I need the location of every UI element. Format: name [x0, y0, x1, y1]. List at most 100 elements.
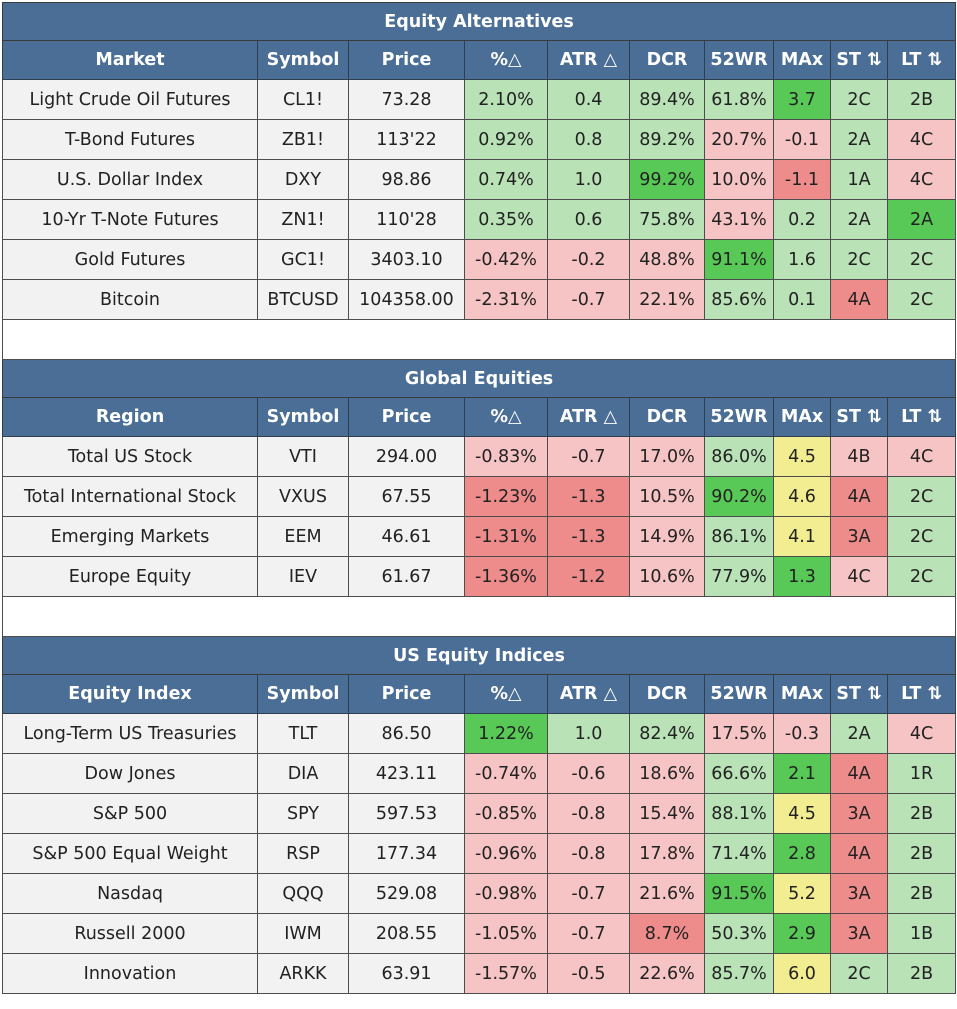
column-header-name: Market [2, 40, 258, 80]
cell-52wr: 43.1% [704, 199, 774, 240]
table-row: 10-Yr T-Note Futures ZN1! 110'28 0.35% 0.6 75… [2, 199, 957, 240]
cell-lt: 2B [886, 873, 957, 914]
table-row: Russell 2000 IWM 208.55 -1.05% -0.7 8.7% 50.3%… [2, 913, 957, 954]
section-title-row: US Equity Indices [1, 636, 957, 675]
cell-price: 61.67 [348, 556, 465, 597]
cell-name: Innovation [2, 953, 258, 994]
table-row: Long-Term US Treasuries TLT 86.50 1.22% 1.0 8… [2, 713, 957, 754]
cell-price: 86.50 [348, 713, 465, 754]
column-header-lt: LT ⇅ [886, 674, 957, 714]
cell-pct-change: -1.36% [464, 556, 548, 597]
cell-max: 0.2 [773, 199, 831, 240]
cell-max: 2.8 [773, 833, 831, 874]
column-header-symbol: Symbol [257, 397, 349, 437]
cell-pct-change: -0.42% [464, 239, 548, 280]
cell-52wr: 20.7% [704, 119, 774, 160]
cell-st: 4A [830, 279, 888, 320]
table-row: Nasdaq QQQ 529.08 -0.98% -0.7 21.6% 91.5% 5.2 3A… [2, 873, 957, 914]
cell-pct-change: 0.74% [464, 159, 548, 200]
cell-price: 529.08 [348, 873, 465, 914]
cell-name: Bitcoin [2, 279, 258, 320]
cell-52wr: 50.3% [704, 913, 774, 954]
cell-pct-change: -0.83% [464, 436, 548, 477]
cell-atr-change: 1.0 [547, 713, 630, 754]
column-header-name: Region [2, 397, 258, 437]
cell-52wr: 86.0% [704, 436, 774, 477]
table-row: Total US Stock VTI 294.00 -0.83% -0.7 17.0% 86… [2, 436, 957, 477]
cell-price: 3403.10 [348, 239, 465, 280]
column-header-price: Price [348, 40, 465, 80]
cell-atr-change: -0.7 [547, 436, 630, 477]
cell-symbol: GC1! [257, 239, 349, 280]
cell-max: -0.3 [773, 713, 831, 754]
column-header-52wr: 52WR [704, 40, 774, 80]
cell-max: 1.3 [773, 556, 831, 597]
column-header-dcr: DCR [629, 674, 705, 714]
cell-max: 1.6 [773, 239, 831, 280]
column-header-52wr: 52WR [704, 674, 774, 714]
cell-52wr: 61.8% [704, 79, 774, 120]
cell-st: 2C [830, 239, 888, 280]
column-header-atr-change: ATR △ [547, 674, 630, 714]
cell-pct-change: 2.10% [464, 79, 548, 120]
cell-atr-change: -0.8 [547, 793, 630, 834]
cell-st: 4A [830, 833, 888, 874]
cell-name: Russell 2000 [2, 913, 258, 954]
cell-atr-change: 0.8 [547, 119, 630, 160]
section-title: Equity Alternatives [1, 2, 957, 41]
cell-symbol: RSP [257, 833, 349, 874]
cell-52wr: 71.4% [704, 833, 774, 874]
column-header-symbol: Symbol [257, 40, 349, 80]
column-header-52wr: 52WR [704, 397, 774, 437]
cell-dcr: 17.0% [629, 436, 705, 477]
table-row: Dow Jones DIA 423.11 -0.74% -0.6 18.6% 66.6% 2.… [2, 753, 957, 794]
column-header-pct-change: %△ [464, 674, 548, 714]
cell-lt: 4C [886, 713, 957, 754]
column-header-max: MAx [773, 40, 831, 80]
cell-symbol: SPY [257, 793, 349, 834]
cell-dcr: 21.6% [629, 873, 705, 914]
cell-price: 67.55 [348, 476, 465, 517]
column-header-st: ST ⇅ [830, 40, 888, 80]
cell-52wr: 90.2% [704, 476, 774, 517]
cell-atr-change: -0.5 [547, 953, 630, 994]
cell-52wr: 91.5% [704, 873, 774, 914]
column-header-price: Price [348, 674, 465, 714]
cell-price: 208.55 [348, 913, 465, 954]
cell-atr-change: -0.2 [547, 239, 630, 280]
cell-lt: 2C [886, 516, 957, 557]
column-header-max: MAx [773, 674, 831, 714]
cell-dcr: 10.6% [629, 556, 705, 597]
cell-52wr: 77.9% [704, 556, 774, 597]
cell-dcr: 89.2% [629, 119, 705, 160]
cell-st: 2C [830, 953, 888, 994]
cell-52wr: 85.6% [704, 279, 774, 320]
cell-atr-change: -1.3 [547, 476, 630, 517]
cell-st: 3A [830, 516, 888, 557]
cell-atr-change: 1.0 [547, 159, 630, 200]
cell-name: S&P 500 [2, 793, 258, 834]
table-row: Total International Stock VXUS 67.55 -1.23%… [2, 476, 957, 517]
cell-atr-change: -0.7 [547, 279, 630, 320]
cell-symbol: TLT [257, 713, 349, 754]
cell-st: 3A [830, 793, 888, 834]
cell-symbol: DXY [257, 159, 349, 200]
cell-pct-change: -0.74% [464, 753, 548, 794]
column-header-name: Equity Index [2, 674, 258, 714]
cell-max: 3.7 [773, 79, 831, 120]
column-header-dcr: DCR [629, 397, 705, 437]
cell-lt: 4C [886, 159, 957, 200]
cell-name: Light Crude Oil Futures [2, 79, 258, 120]
cell-st: 2A [830, 713, 888, 754]
spacer-cell [1, 596, 957, 637]
cell-name: S&P 500 Equal Weight [2, 833, 258, 874]
cell-dcr: 48.8% [629, 239, 705, 280]
cell-pct-change: -0.96% [464, 833, 548, 874]
cell-lt: 1R [886, 753, 957, 794]
cell-lt: 2C [886, 279, 957, 320]
cell-price: 73.28 [348, 79, 465, 120]
cell-dcr: 17.8% [629, 833, 705, 874]
cell-name: Europe Equity [2, 556, 258, 597]
cell-st: 3A [830, 913, 888, 954]
cell-52wr: 86.1% [704, 516, 774, 557]
